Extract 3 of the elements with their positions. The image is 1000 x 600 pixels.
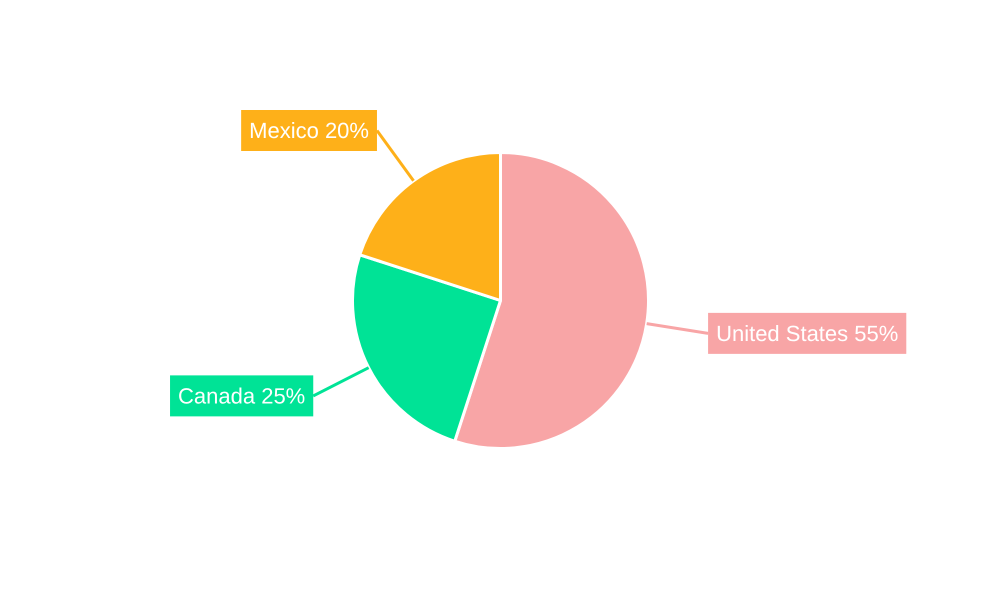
- slice-label: Mexico 20%: [249, 118, 369, 143]
- slice-label: Canada 25%: [178, 383, 306, 408]
- slice-label: United States 55%: [716, 320, 898, 346]
